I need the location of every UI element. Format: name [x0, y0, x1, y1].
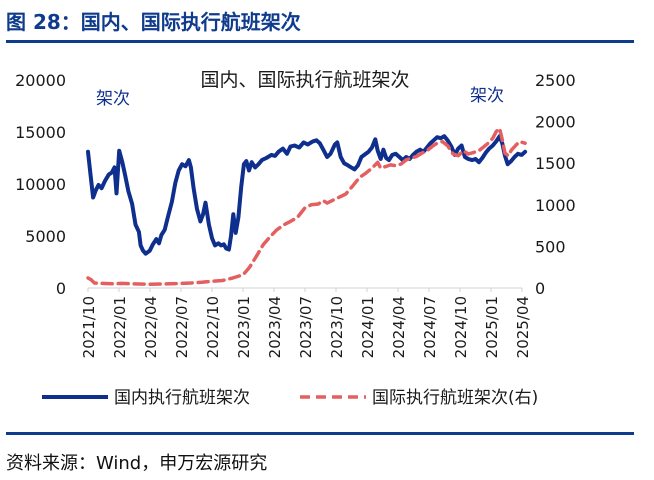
- x-tick-label: 2023/01: [235, 296, 253, 358]
- y-left-tick-label: 15000: [15, 123, 66, 142]
- right-unit-label: 架次: [470, 86, 504, 106]
- x-tick-label: 2023/04: [266, 296, 284, 358]
- y-left-tick-label: 5000: [25, 227, 66, 246]
- chart-title: 国内、国际执行航班架次: [200, 69, 409, 91]
- domestic-series-line: [86, 134, 528, 256]
- x-tick-label: 2024/01: [359, 296, 377, 358]
- y-right-tick-label: 1500: [535, 154, 576, 173]
- y-right-tick-label: 0: [535, 279, 545, 298]
- source-rule: [6, 432, 634, 435]
- figure-title: 图 28：国内、国际执行航班架次: [6, 10, 301, 34]
- y-right-tick-label: 2000: [535, 113, 576, 132]
- left-unit-label: 架次: [96, 89, 130, 109]
- legend-label-international: 国际执行航班架次(右): [372, 388, 538, 408]
- x-tick-label: 2022/01: [111, 296, 129, 358]
- x-tick-label: 2023/10: [328, 296, 346, 358]
- y-right-tick-label: 1000: [535, 196, 576, 215]
- x-tick-label: 2024/07: [421, 296, 439, 358]
- y-left-tick-label: 10000: [15, 175, 66, 194]
- x-tick-label: 2023/07: [297, 296, 315, 358]
- legend-label-domestic: 国内执行航班架次: [114, 388, 250, 408]
- y-right-tick-label: 500: [535, 237, 566, 256]
- x-tick-label: 2025/04: [514, 296, 532, 358]
- x-tick-label: 2024/04: [390, 296, 408, 358]
- x-tick-label: 2022/04: [142, 296, 160, 358]
- y-right-tick-label: 2500: [535, 71, 576, 90]
- x-tick-label: 2025/01: [483, 296, 501, 358]
- y-left-tick-label: 20000: [15, 71, 66, 90]
- x-tick-label: 2022/10: [204, 296, 222, 358]
- source-note: 资料来源：Wind，申万宏源研究: [6, 453, 268, 474]
- title-rule: [6, 40, 634, 43]
- y-left-tick-label: 0: [56, 279, 66, 298]
- x-tick-label: 2021/10: [80, 296, 98, 358]
- international-series-line: [86, 126, 527, 287]
- x-tick-label: 2024/10: [452, 296, 470, 358]
- x-tick-label: 2022/07: [173, 296, 191, 358]
